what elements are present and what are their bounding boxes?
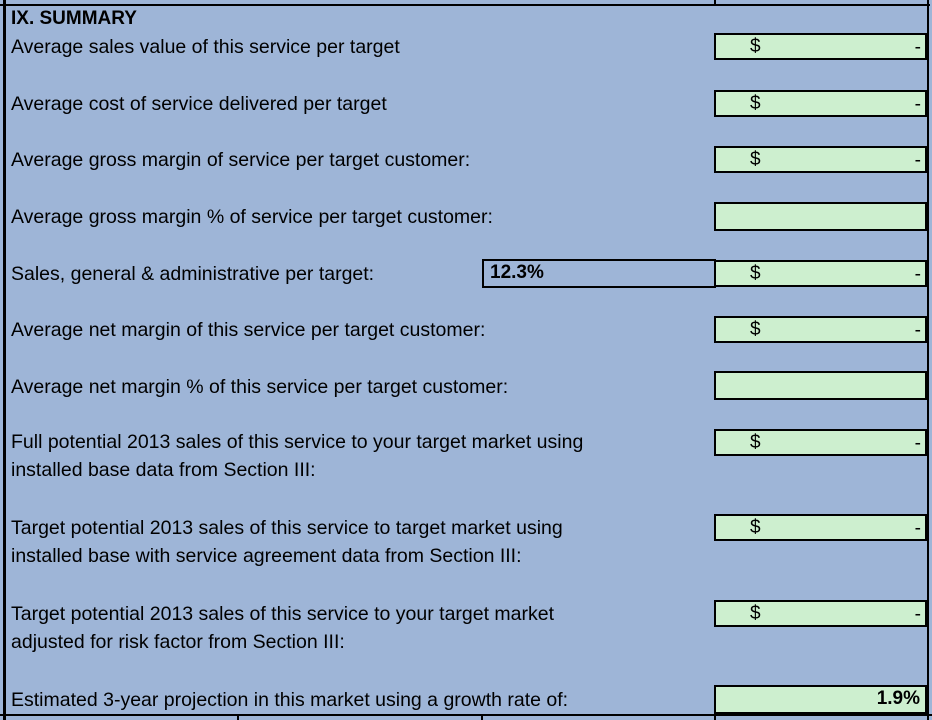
- avg-net-margin-cell[interactable]: $ -: [714, 316, 927, 343]
- target-potential-cell[interactable]: $ -: [714, 514, 927, 541]
- currency-symbol: $: [750, 319, 761, 340]
- right-border: [927, 0, 929, 720]
- cell-value: -: [914, 264, 921, 285]
- currency-symbol: $: [750, 603, 761, 624]
- currency-symbol: $: [750, 93, 761, 114]
- top-divider: [714, 0, 716, 5]
- full-potential-cell[interactable]: $ -: [714, 429, 927, 456]
- cell-value: -: [914, 604, 921, 625]
- avg-gross-margin-cell[interactable]: $ -: [714, 146, 927, 173]
- currency-symbol: $: [750, 149, 761, 170]
- row-label-target-potential-line2: installed base with service agreement da…: [11, 545, 522, 567]
- row-label-avg-sales: Average sales value of this service per …: [11, 36, 400, 58]
- sga-rate-cell[interactable]: 12.3%: [482, 259, 716, 288]
- bottom-divider-2: [481, 714, 483, 720]
- row-label-risk-adjusted-line2: adjusted for risk factor from Section II…: [11, 631, 345, 653]
- growth-rate-cell[interactable]: 1.9%: [714, 685, 927, 714]
- bottom-border: [0, 714, 932, 716]
- cell-value: -: [914, 518, 921, 539]
- growth-rate-value: 1.9%: [876, 688, 920, 709]
- currency-symbol: $: [750, 263, 761, 284]
- row-label-growth-projection: Estimated 3-year projection in this mark…: [11, 689, 569, 711]
- row-label-risk-adjusted-line1: Target potential 2013 sales of this serv…: [11, 603, 555, 625]
- cell-value: -: [914, 37, 921, 58]
- row-label-avg-cost: Average cost of service delivered per ta…: [11, 93, 387, 115]
- row-label-full-potential-line1: Full potential 2013 sales of this servic…: [11, 431, 584, 453]
- avg-gross-margin-pct-cell[interactable]: [714, 202, 927, 231]
- cell-value: -: [914, 150, 921, 171]
- top-border: [0, 4, 930, 6]
- row-label-avg-gross-margin-pct: Average gross margin % of service per ta…: [11, 206, 493, 228]
- row-label-sga: Sales, general & administrative per targ…: [11, 263, 375, 285]
- cell-value: -: [914, 320, 921, 341]
- currency-symbol: $: [750, 517, 761, 538]
- avg-cost-cell[interactable]: $ -: [714, 90, 927, 117]
- row-label-full-potential-line2: installed base data from Section III:: [11, 459, 316, 481]
- row-label-avg-gross-margin: Average gross margin of service per targ…: [11, 149, 471, 171]
- section-title: IX. SUMMARY: [11, 8, 137, 29]
- row-label-target-potential-line1: Target potential 2013 sales of this serv…: [11, 517, 563, 539]
- avg-sales-cell[interactable]: $ -: [714, 33, 927, 60]
- row-label-avg-net-margin: Average net margin of this service per t…: [11, 319, 486, 341]
- left-border: [3, 0, 6, 720]
- row-label-avg-net-margin-pct: Average net margin % of this service per…: [11, 376, 509, 398]
- avg-net-margin-pct-cell[interactable]: [714, 371, 927, 400]
- cell-value: -: [914, 433, 921, 454]
- sga-rate-value: 12.3%: [490, 262, 544, 283]
- sga-amount-cell[interactable]: $ -: [714, 260, 927, 287]
- risk-adjusted-cell[interactable]: $ -: [714, 600, 927, 627]
- bottom-divider-1: [237, 714, 239, 720]
- currency-symbol: $: [750, 432, 761, 453]
- cell-value: -: [914, 94, 921, 115]
- bottom-divider-3: [714, 714, 716, 720]
- currency-symbol: $: [750, 36, 761, 57]
